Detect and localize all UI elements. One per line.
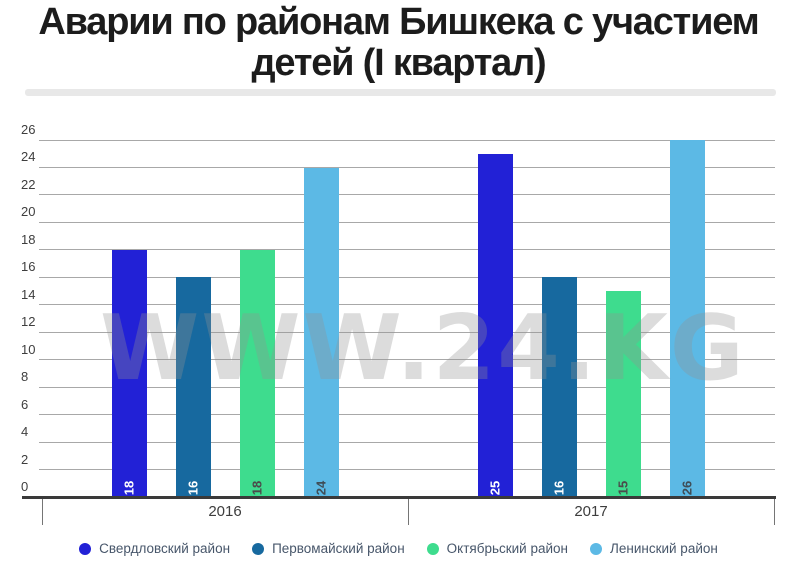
legend-dot-icon [252, 542, 265, 555]
bar-value-label: 16 [185, 480, 200, 496]
legend-label: Октябрьский район [446, 541, 568, 556]
y-axis-label: 0 [21, 479, 29, 494]
legend-item-pervomaysky[interactable]: Первомайский район [252, 541, 405, 556]
legend-dot-icon [426, 542, 439, 555]
chart-title-line1: Аварии по районам Бишкека с участием [38, 1, 759, 43]
bar-2016-series1[interactable] [175, 277, 211, 497]
y-axis-label: 22 [21, 176, 36, 192]
y-axis-label: 14 [21, 286, 36, 302]
chart-title-line2: детей (I квартал) [251, 42, 546, 84]
category-label: 2017 [574, 503, 608, 520]
bar-value-label: 25 [487, 480, 502, 496]
bar-2017-series0[interactable] [477, 153, 513, 497]
grid-line [39, 221, 775, 223]
bar-value-label: 16 [551, 480, 566, 496]
title-divider [25, 89, 776, 96]
y-axis-label: 8 [21, 369, 29, 385]
grid-line [39, 276, 775, 278]
bar-2016-series0[interactable] [111, 249, 147, 497]
grid-line [39, 304, 775, 306]
y-axis-label: 20 [21, 204, 36, 220]
bar-2017-series3[interactable] [669, 140, 705, 497]
grid-line [39, 469, 775, 470]
grid-line [39, 386, 775, 388]
grid-line [39, 441, 775, 443]
bar-value-label: 24 [313, 480, 328, 496]
bar-value-label: 26 [679, 480, 694, 496]
axis-tick [774, 499, 775, 525]
y-axis-label: 4 [21, 424, 29, 440]
y-axis-label: 16 [21, 259, 36, 275]
y-axis-label: 6 [21, 396, 29, 412]
bar-2017-series2[interactable] [605, 291, 641, 497]
category-label: 2016 [208, 503, 242, 520]
watermark: WWW.24.KG [100, 296, 746, 401]
legend-label: Ленинский район [610, 541, 718, 556]
bar-2016-series3[interactable] [303, 167, 339, 497]
y-axis-label: 24 [21, 149, 36, 165]
y-axis-label: 10 [21, 341, 36, 357]
grid-line [39, 194, 775, 196]
grid-line [39, 167, 775, 168]
legend-dot-icon [79, 542, 92, 555]
bar-value-label: 15 [615, 480, 630, 496]
bar-value-label: 18 [249, 480, 264, 496]
y-axis-label: 18 [21, 231, 36, 247]
grid-line [39, 359, 775, 361]
axis-tick [42, 499, 43, 525]
grid-line [39, 331, 775, 333]
grid-line [39, 249, 775, 251]
axis-tick [408, 499, 409, 525]
legend-label: Первомайский район [272, 541, 405, 556]
legend-dot-icon [590, 542, 602, 555]
bar-2016-series2[interactable] [239, 249, 275, 497]
x-axis-line [22, 496, 776, 499]
y-axis-label: 26 [21, 122, 36, 137]
legend-item-leninsky[interactable]: Ленинский район [590, 541, 718, 556]
grid-line [39, 414, 775, 416]
bar-2017-series1[interactable] [541, 277, 577, 497]
y-axis-label: 2 [21, 451, 29, 467]
grid-line [39, 139, 775, 141]
legend-item-oktyabrsky[interactable]: Октябрьский район [426, 541, 568, 556]
y-axis-label: 12 [21, 314, 36, 330]
legend-label: Свердловский район [99, 541, 231, 556]
chart-title: Аварии по районам Бишкека с участием дет… [0, 2, 797, 84]
legend-item-sverdlovsky[interactable]: Свердловский район [79, 541, 230, 556]
legend: Свердловский район Первомайский район Ок… [0, 541, 797, 556]
bar-value-label: 18 [121, 480, 136, 496]
